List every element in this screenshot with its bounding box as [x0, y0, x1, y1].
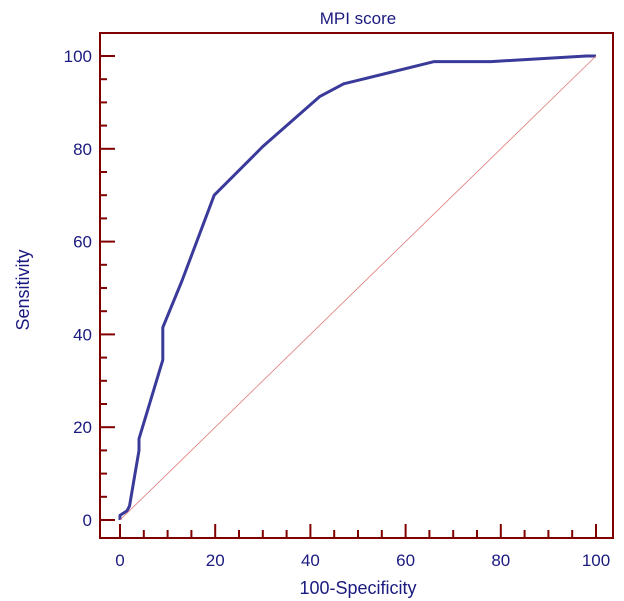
- y-axis-label: Sensitivity: [13, 249, 33, 330]
- x-tick-label: 40: [301, 551, 320, 570]
- y-tick-label: 100: [64, 47, 92, 66]
- axes-frame: [99, 32, 614, 539]
- y-tick-label: 40: [73, 325, 92, 344]
- y-tick-label: 0: [83, 511, 92, 530]
- x-tick-label: 100: [582, 551, 610, 570]
- x-tick-label: 60: [396, 551, 415, 570]
- x-tick-label: 80: [491, 551, 510, 570]
- chart-title: MPI score: [320, 9, 397, 28]
- y-tick-label: 20: [73, 418, 92, 437]
- x-tick-label: 0: [115, 551, 124, 570]
- x-axis-label: 100-Specificity: [299, 578, 416, 598]
- x-axis: 0 20 40 60 80 100: [115, 524, 610, 570]
- y-tick-label: 60: [73, 233, 92, 252]
- diagonal-reference-line: [119, 55, 597, 521]
- x-tick-label: 20: [206, 551, 225, 570]
- y-tick-label: 80: [73, 140, 92, 159]
- roc-curve-line: [118, 54, 596, 520]
- plot-area: [118, 54, 597, 521]
- y-axis: 0 20 40 60 80 100: [64, 47, 115, 530]
- plot-frame: [99, 32, 614, 539]
